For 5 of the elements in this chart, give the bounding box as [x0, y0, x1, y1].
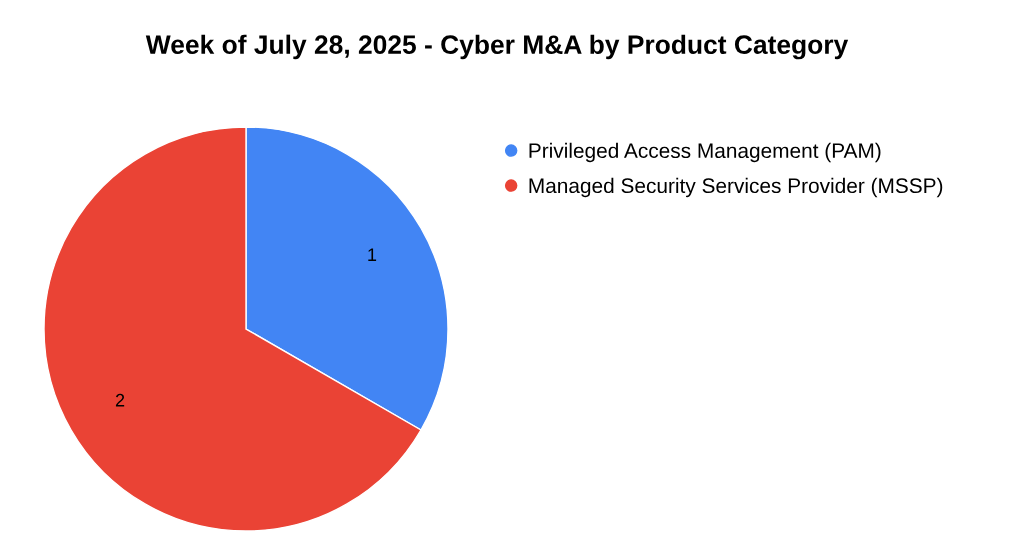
chart-title: Week of July 28, 2025 - Cyber M&A by Product Category	[145, 34, 849, 60]
data-label: 2	[115, 393, 125, 407]
data-label: 1	[368, 248, 377, 261]
legend-label: Privileged Access Management (PAM)	[529, 142, 881, 163]
legend-label: Managed Security Services Provider (MSSP)	[529, 177, 943, 198]
